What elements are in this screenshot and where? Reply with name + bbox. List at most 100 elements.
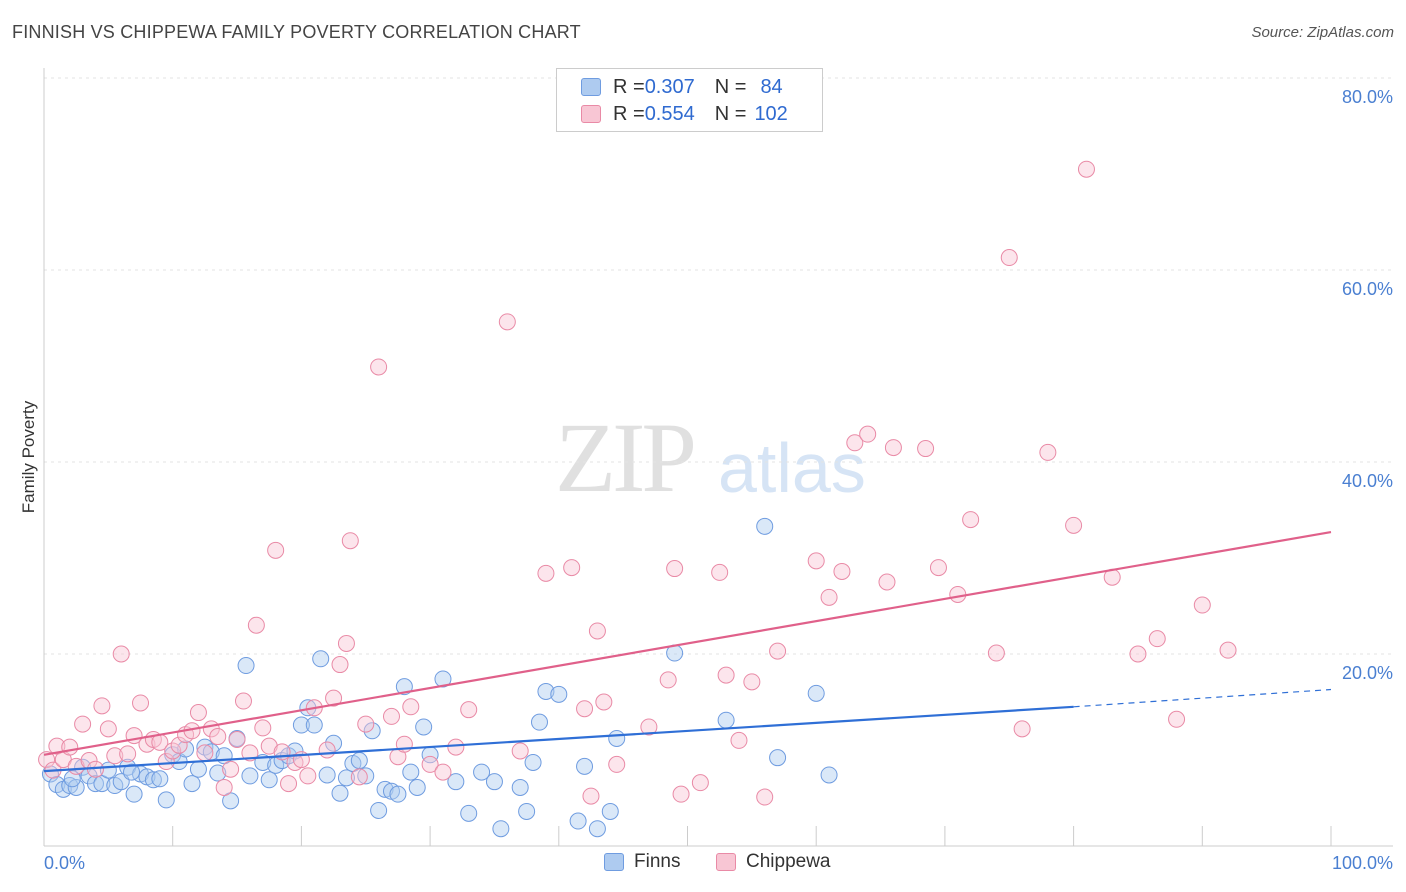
point-chippewa (962, 511, 980, 529)
point-finns (550, 685, 568, 703)
legend-r-label: R = (613, 102, 645, 125)
bottom-legend-chippewa[interactable]: Chippewa (716, 851, 831, 873)
point-finns (209, 764, 227, 782)
legend-n-value: 102 (754, 102, 788, 125)
point-finns (376, 780, 394, 798)
point-chippewa (337, 634, 355, 652)
point-chippewa (711, 563, 729, 581)
point-finns (144, 771, 162, 789)
legend-row-chippewa: R = 0.554 N = 102 (581, 102, 788, 126)
legend-swatch-finns (581, 78, 601, 96)
point-chippewa (717, 666, 735, 684)
point-chippewa (820, 588, 838, 606)
point-finns (492, 820, 510, 838)
point-chippewa (640, 718, 658, 736)
point-finns (415, 718, 433, 736)
point-finns (511, 778, 529, 796)
point-chippewa (691, 774, 709, 792)
point-chippewa (228, 730, 246, 748)
point-chippewa (1039, 443, 1057, 461)
point-finns (331, 784, 349, 802)
point-chippewa (1193, 596, 1211, 614)
point-chippewa (325, 689, 343, 707)
point-chippewa (234, 692, 252, 710)
point-chippewa (833, 562, 851, 580)
point-chippewa (859, 425, 877, 443)
x-tick-label: 0.0% (44, 853, 85, 873)
point-finns (189, 760, 207, 778)
point-chippewa (756, 788, 774, 806)
legend-n-label: N = (714, 102, 747, 125)
bottom-legend-finns[interactable]: Finns (604, 851, 680, 873)
point-finns (370, 801, 388, 819)
point-chippewa (119, 745, 137, 763)
bottom-legend-swatch-finns (604, 853, 624, 871)
y-tick-label: 80.0% (1342, 87, 1393, 107)
trend-line-extension-finns (1073, 688, 1332, 708)
point-finns (67, 778, 85, 796)
point-chippewa (929, 559, 947, 577)
point-finns (807, 684, 825, 702)
point-chippewa (106, 747, 124, 765)
watermark-zip: ZIP (555, 402, 697, 513)
point-finns (460, 804, 478, 822)
point-chippewa (254, 719, 272, 737)
point-finns (125, 785, 143, 803)
point-chippewa (74, 715, 92, 733)
point-finns (756, 517, 774, 535)
point-finns (123, 763, 141, 781)
x-ticks (172, 826, 1332, 846)
point-chippewa (878, 573, 896, 591)
point-chippewa (350, 768, 368, 786)
y-tick-label: 60.0% (1342, 279, 1393, 299)
point-chippewa (1000, 249, 1018, 267)
point-chippewa (112, 645, 130, 663)
point-chippewa (659, 671, 677, 689)
point-finns (350, 752, 368, 770)
point-chippewa (447, 738, 465, 756)
point-finns (601, 802, 619, 820)
watermark-atlas: atlas (718, 429, 866, 507)
legend-r-label: R = (613, 75, 645, 98)
point-chippewa (846, 434, 864, 452)
point-finns (241, 767, 259, 785)
point-chippewa (672, 785, 690, 803)
point-chippewa (595, 693, 613, 711)
point-chippewa (498, 313, 516, 331)
axes (43, 68, 1393, 847)
legend-swatch-chippewa (581, 105, 601, 123)
point-chippewa (666, 560, 684, 578)
point-finns (576, 757, 594, 775)
point-finns (820, 766, 838, 784)
point-finns (363, 722, 381, 740)
point-chippewa (1148, 630, 1166, 648)
point-finns (61, 777, 79, 795)
point-chippewa (382, 707, 400, 725)
point-chippewa (588, 622, 606, 640)
point-finns (260, 771, 278, 789)
point-chippewa (434, 763, 452, 781)
point-chippewa (93, 697, 111, 715)
y-tick-label: 20.0% (1342, 663, 1393, 683)
point-chippewa (1219, 641, 1237, 659)
point-finns (402, 763, 420, 781)
data-points (38, 160, 1237, 838)
trend-lines (43, 530, 1332, 773)
point-chippewa (1168, 710, 1186, 728)
trend-line-finns (43, 705, 1074, 773)
x-tick-label: 100.0% (1332, 853, 1393, 873)
point-chippewa (949, 585, 967, 603)
point-chippewa (370, 358, 388, 376)
point-chippewa (582, 787, 600, 805)
point-chippewa (38, 751, 56, 769)
point-finns (524, 753, 542, 771)
point-chippewa (917, 440, 935, 458)
legend-n-value: 84 (760, 75, 783, 98)
point-chippewa (608, 755, 626, 773)
point-chippewa (247, 616, 265, 634)
point-chippewa (576, 700, 594, 718)
point-chippewa (241, 744, 259, 762)
point-finns (86, 775, 104, 793)
point-finns (157, 791, 175, 809)
